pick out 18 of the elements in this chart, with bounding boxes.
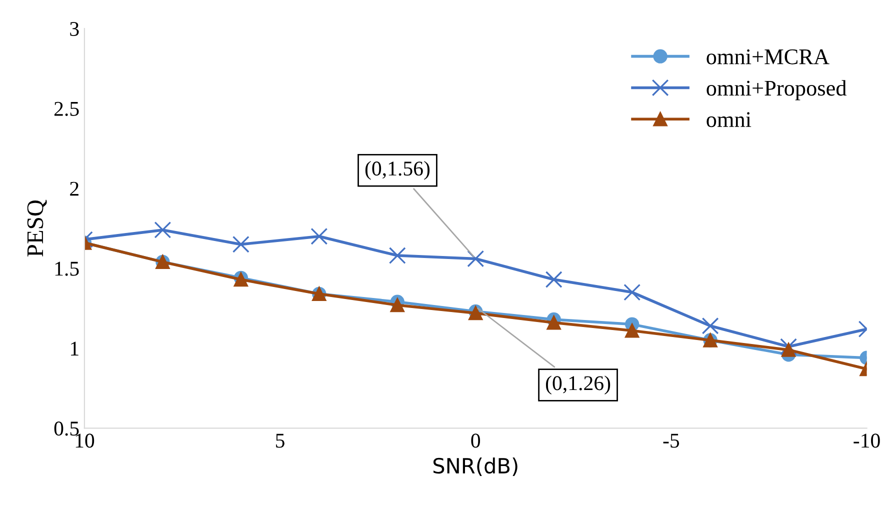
legend-label: omni+MCRA bbox=[706, 49, 830, 64]
y-tick-label: 2.5 bbox=[54, 102, 79, 116]
x-tick-label: -10 bbox=[854, 434, 880, 448]
x-tick-label: 10 bbox=[76, 434, 94, 448]
legend-label: omni+Proposed bbox=[706, 80, 847, 100]
x-axis-title: SNR(dB) bbox=[433, 457, 518, 476]
y-tick-label: 1 bbox=[71, 342, 78, 356]
x-tick-label: 0 bbox=[471, 434, 480, 448]
y-axis-title: PESQ bbox=[27, 200, 47, 257]
x-tick-label: -5 bbox=[663, 434, 680, 448]
legend-label: omni bbox=[706, 112, 752, 128]
annotation: (0,1.26) bbox=[546, 376, 610, 394]
annotation: (0,1.56) bbox=[365, 160, 430, 180]
x-tick-label: 5 bbox=[276, 434, 284, 448]
y-tick-label: 2 bbox=[70, 182, 78, 196]
y-tick-label: 0.5 bbox=[54, 422, 79, 436]
y-tick-label: 1.5 bbox=[55, 262, 79, 276]
y-tick-label: 3 bbox=[70, 22, 79, 36]
